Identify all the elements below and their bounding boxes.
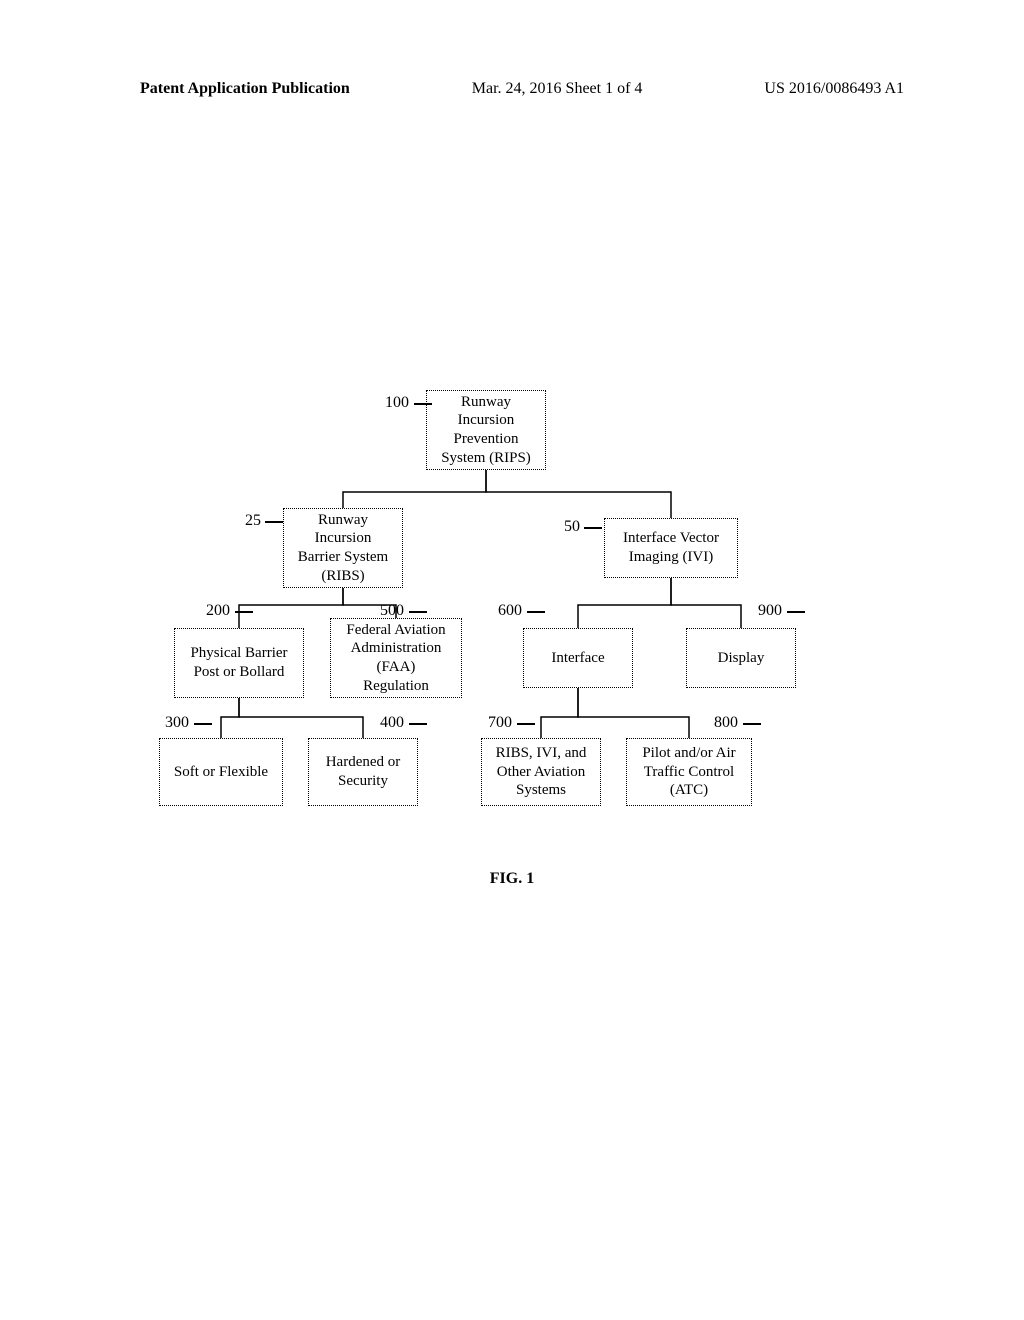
label-l900: 900 <box>758 602 782 620</box>
edge-n200-n400 <box>239 698 363 738</box>
edge-n600-n700 <box>541 688 578 738</box>
node-n800: Pilot and/or AirTraffic Control(ATC) <box>626 738 752 806</box>
label-l200: 200 <box>206 602 230 620</box>
node-text: RIBS, IVI, andOther AviationSystems <box>496 744 587 800</box>
tick-l800 <box>743 723 761 725</box>
label-l50: 50 <box>564 518 580 536</box>
node-n400: Hardened orSecurity <box>308 738 418 806</box>
tick-l500 <box>409 611 427 613</box>
node-text: Interface <box>551 649 604 668</box>
header-middle: Mar. 24, 2016 Sheet 1 of 4 <box>472 80 643 98</box>
page-header: Patent Application Publication Mar. 24, … <box>0 80 1024 98</box>
tick-l700 <box>517 723 535 725</box>
node-text: Physical BarrierPost or Bollard <box>190 644 287 682</box>
edge-n600-n800 <box>578 688 689 738</box>
edge-n50-n600 <box>578 578 671 628</box>
node-n100: RunwayIncursionPreventionSystem (RIPS) <box>426 390 546 470</box>
figure-caption: FIG. 1 <box>0 870 1024 888</box>
node-text: Display <box>718 649 765 668</box>
edge-n50-n900 <box>671 578 741 628</box>
tick-l400 <box>409 723 427 725</box>
header-left: Patent Application Publication <box>140 80 350 98</box>
edge-n25-n200 <box>239 588 343 628</box>
label-l25: 25 <box>245 512 261 530</box>
node-n300: Soft or Flexible <box>159 738 283 806</box>
edge-n100-n25 <box>343 470 486 508</box>
tick-l100 <box>414 403 432 405</box>
tick-l900 <box>787 611 805 613</box>
tick-l300 <box>194 723 212 725</box>
node-text: Pilot and/or AirTraffic Control(ATC) <box>642 744 735 800</box>
label-l600: 600 <box>498 602 522 620</box>
label-l500: 500 <box>380 602 404 620</box>
label-l300: 300 <box>165 714 189 732</box>
node-n200: Physical BarrierPost or Bollard <box>174 628 304 698</box>
node-text: RunwayIncursionPreventionSystem (RIPS) <box>441 393 531 468</box>
edge-n100-n50 <box>486 470 671 518</box>
tick-l50 <box>584 527 602 529</box>
node-text: RunwayIncursionBarrier System(RIBS) <box>298 511 388 586</box>
node-n600: Interface <box>523 628 633 688</box>
tick-l25 <box>265 521 283 523</box>
node-n500: Federal AviationAdministration(FAA)Regul… <box>330 618 462 698</box>
node-text: Interface VectorImaging (IVI) <box>623 529 719 567</box>
node-text: Federal AviationAdministration(FAA)Regul… <box>346 621 445 696</box>
node-n700: RIBS, IVI, andOther AviationSystems <box>481 738 601 806</box>
header-right: US 2016/0086493 A1 <box>764 80 904 98</box>
node-text: Soft or Flexible <box>174 763 268 782</box>
tick-l600 <box>527 611 545 613</box>
label-l400: 400 <box>380 714 404 732</box>
node-n50: Interface VectorImaging (IVI) <box>604 518 738 578</box>
node-text: Hardened orSecurity <box>326 753 401 791</box>
node-n25: RunwayIncursionBarrier System(RIBS) <box>283 508 403 588</box>
label-l700: 700 <box>488 714 512 732</box>
node-n900: Display <box>686 628 796 688</box>
edge-n200-n300 <box>221 698 239 738</box>
connector-lines <box>0 390 1024 1290</box>
tick-l200 <box>235 611 253 613</box>
label-l100: 100 <box>385 394 409 412</box>
label-l800: 800 <box>714 714 738 732</box>
